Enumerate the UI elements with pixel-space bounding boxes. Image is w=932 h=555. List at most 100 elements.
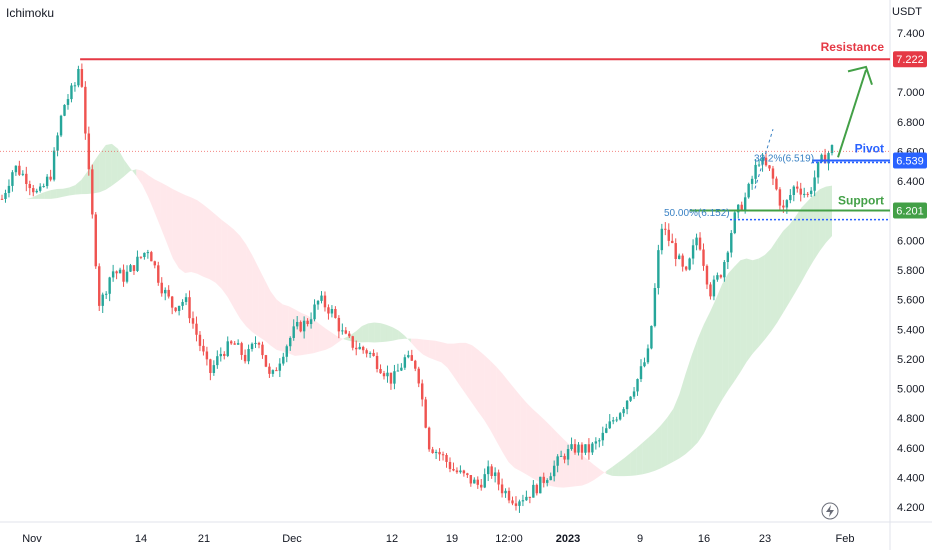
- ichimoku-cloud-bull: [374, 322, 381, 343]
- candle-body: [500, 484, 504, 494]
- ichimoku-cloud-bull: [703, 312, 710, 434]
- candle-body: [184, 297, 188, 302]
- candle-body: [775, 178, 778, 190]
- currency-label: USDT: [892, 6, 922, 18]
- ichimoku-cloud-bear: [209, 209, 216, 283]
- candle-body: [212, 365, 216, 373]
- candle-body: [268, 366, 271, 374]
- candle-body: [740, 204, 743, 211]
- candle-body: [351, 336, 354, 348]
- fib-382-label: 38.2%(6.519): [754, 153, 814, 164]
- candle-body: [35, 190, 38, 193]
- projection-arrow-head: [847, 65, 873, 86]
- candle-body: [625, 400, 629, 410]
- candle-body: [486, 466, 490, 475]
- ichimoku-cloud-bear: [331, 332, 338, 348]
- candle-body: [789, 195, 792, 201]
- ichimoku-cloud-bear: [227, 224, 234, 309]
- candle-body: [219, 353, 222, 357]
- candle-body: [316, 300, 320, 305]
- ichimoku-cloud-bull: [801, 201, 808, 282]
- candle-body: [170, 296, 174, 308]
- candle-body: [306, 320, 309, 325]
- ichimoku-cloud-bear: [307, 315, 314, 355]
- ichimoku-cloud-bull: [380, 323, 387, 343]
- candle-body: [712, 279, 716, 297]
- candle-body: [32, 188, 35, 193]
- ichimoku-cloud-bull: [618, 457, 625, 477]
- ichimoku-cloud-bear: [496, 366, 503, 453]
- candle-body: [733, 212, 736, 234]
- candle-body: [671, 240, 674, 244]
- ichimoku-cloud-bear: [294, 309, 302, 356]
- projection-arrow-line: [837, 69, 867, 158]
- candle-body: [299, 321, 302, 332]
- candle-body: [730, 233, 733, 253]
- candle-body: [629, 396, 632, 401]
- x-tick-label: 23: [759, 533, 771, 545]
- ichimoku-cloud-bear: [154, 179, 161, 228]
- candle-body: [98, 266, 101, 306]
- pivot-label: Pivot: [855, 141, 884, 155]
- candle-body: [514, 503, 518, 506]
- candle-body: [490, 466, 493, 476]
- candle-body: [4, 192, 7, 199]
- candle-body: [136, 256, 139, 271]
- ichimoku-cloud-bear: [215, 214, 222, 289]
- candle-body: [157, 265, 160, 283]
- candle-body: [202, 345, 205, 352]
- support-label: Support: [838, 194, 884, 208]
- candle-body: [799, 188, 802, 195]
- candle-body: [806, 193, 809, 195]
- ichimoku-cloud-bull: [105, 143, 112, 190]
- candle-body: [236, 343, 240, 345]
- ichimoku-cloud-bull: [368, 322, 375, 343]
- candle-body: [688, 258, 691, 270]
- ichimoku-cloud-bull: [404, 335, 411, 343]
- candle-body: [125, 271, 129, 282]
- candle-body: [452, 468, 455, 471]
- x-tick-label: 12: [386, 533, 398, 545]
- indicator-label[interactable]: Ichimoku: [6, 6, 55, 20]
- candle-body: [87, 133, 91, 170]
- candle-body: [493, 472, 497, 476]
- candle-body: [403, 357, 407, 368]
- candle-body: [150, 252, 153, 262]
- candle-body: [535, 484, 539, 494]
- ichimoku-cloud-bull: [795, 207, 802, 293]
- ichimoku-cloud-bull: [606, 466, 613, 476]
- y-tick-label: 5.600: [897, 295, 925, 307]
- candle-body: [414, 360, 417, 369]
- candle-body: [830, 145, 834, 154]
- candle-body: [66, 99, 70, 105]
- ichimoku-cloud-bear: [148, 175, 155, 213]
- candle-body: [580, 444, 584, 453]
- candle-body: [542, 476, 545, 483]
- candle-body: [813, 177, 816, 191]
- candle-body: [660, 228, 664, 251]
- candle-body: [754, 164, 757, 179]
- candle-body: [549, 476, 552, 481]
- candle-body: [803, 193, 806, 195]
- candle-body: [455, 470, 459, 473]
- candle-body: [552, 465, 556, 477]
- candle-body: [198, 334, 202, 346]
- candle-body: [334, 308, 337, 318]
- candle-body: [681, 255, 684, 267]
- candle-body: [42, 186, 45, 188]
- y-tick-label: 5.400: [897, 324, 925, 336]
- candle-body: [473, 479, 476, 484]
- candle-body: [691, 245, 695, 259]
- support-price-tag: [893, 202, 927, 219]
- y-tick-label: 4.400: [897, 473, 925, 485]
- candle-body: [386, 372, 389, 377]
- ichimoku-cloud-bear: [502, 373, 509, 463]
- x-tick-label: 12:00: [495, 533, 523, 545]
- ichimoku-cloud-bull: [124, 159, 131, 177]
- y-tick-label: 4.600: [897, 443, 925, 455]
- ichimoku-cloud-bull: [75, 179, 82, 195]
- y-tick-label: 7.400: [897, 28, 925, 40]
- candle-body: [70, 85, 73, 100]
